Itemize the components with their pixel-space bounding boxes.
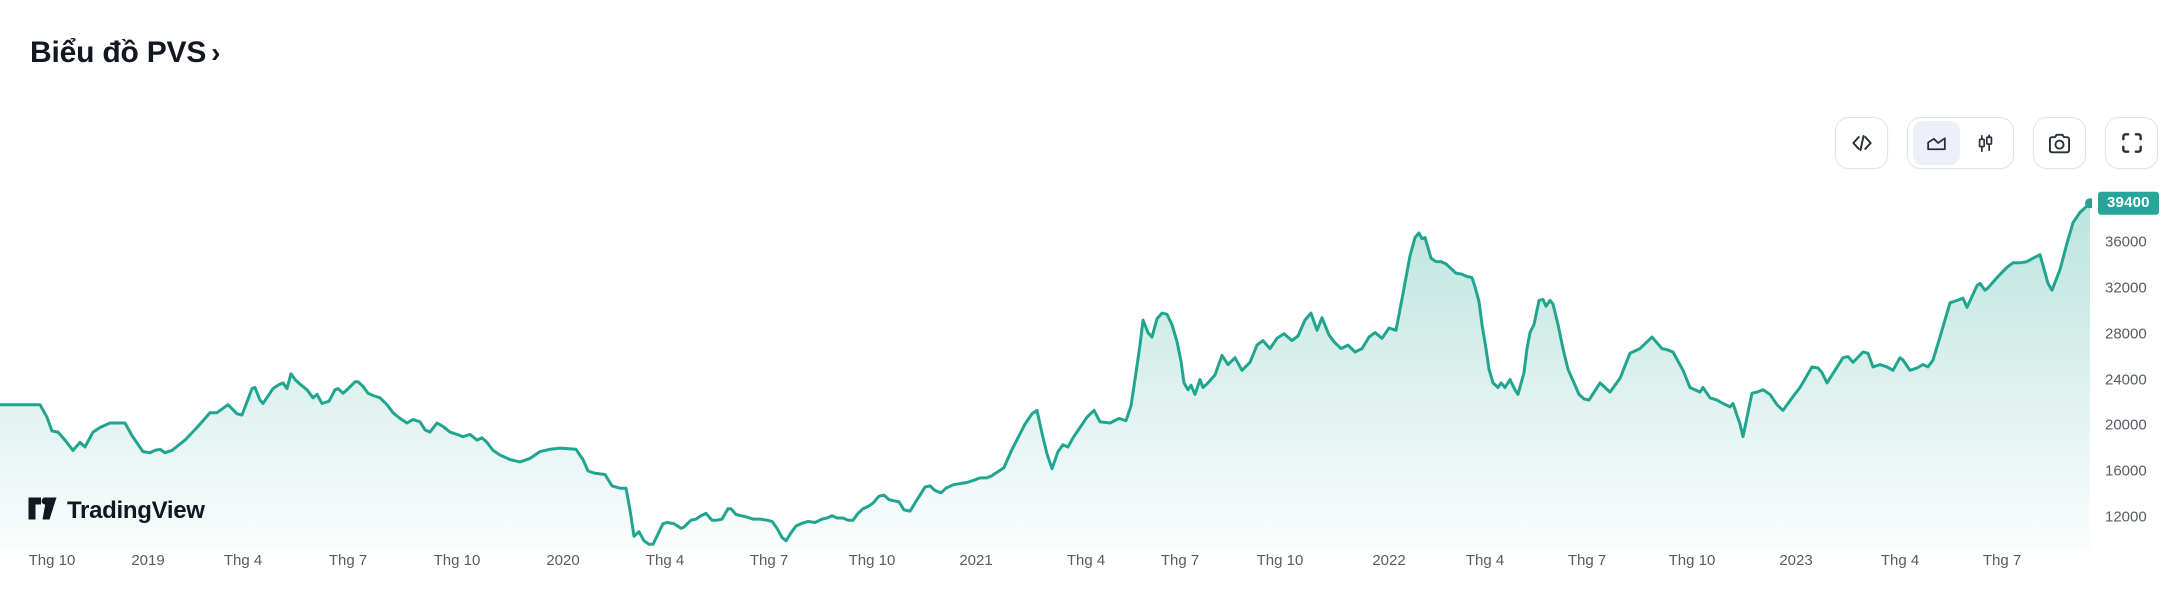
x-axis-label: 2022 — [1372, 552, 1406, 569]
x-axis-label: Thg 7 — [1982, 552, 2022, 569]
camera-icon — [2046, 130, 2073, 157]
candlestick-chart-button[interactable] — [1962, 121, 2009, 165]
x-axis[interactable]: Thg 10 2019 Thg 4 Thg 7 Thg 10 2020 Thg 4 Thg 7… — [0, 548, 2092, 576]
y-axis-label: 36000 — [2105, 233, 2147, 251]
chart-toolbar — [1835, 117, 2158, 169]
x-axis-label: Thg 4 — [1880, 552, 1920, 569]
chart-header: Biểu đồ PVS › — [30, 36, 220, 70]
y-axis-label: 20000 — [2105, 416, 2147, 434]
snapshot-button[interactable] — [2033, 117, 2086, 169]
last-price-dot — [2085, 198, 2092, 209]
x-axis-label: Thg 7 — [749, 552, 789, 569]
tradingview-logo-mark-icon — [27, 496, 58, 526]
code-icon — [1849, 130, 1875, 156]
chart-type-switcher — [1907, 117, 2014, 169]
price-chart-plot[interactable] — [0, 130, 2092, 550]
x-axis-label: Thg 10 — [28, 552, 76, 569]
price-line — [0, 201, 2092, 546]
x-axis-label: Thg 4 — [1465, 552, 1505, 569]
x-axis-label: 2020 — [546, 552, 580, 569]
page-title-text: Biểu đồ PVS — [30, 36, 207, 69]
area-chart-button[interactable] — [1912, 121, 1960, 165]
candlestick-icon — [1973, 131, 1998, 156]
last-price-badge: 39400 — [2098, 191, 2159, 215]
y-axis-label: 12000 — [2105, 508, 2147, 526]
x-axis-label: 2021 — [959, 552, 993, 569]
fullscreen-button[interactable] — [2105, 117, 2158, 169]
x-axis-label: Thg 7 — [1160, 552, 1200, 569]
x-axis-label: Thg 10 — [433, 552, 481, 569]
y-axis-label: 16000 — [2105, 462, 2147, 480]
x-axis-label: Thg 10 — [848, 552, 896, 569]
last-price-value: 39400 — [2107, 193, 2150, 211]
x-axis-label: Thg 4 — [1066, 552, 1106, 569]
x-axis-label: 2019 — [131, 552, 165, 569]
y-axis-label: 24000 — [2105, 371, 2147, 388]
x-axis-label: Thg 4 — [223, 552, 263, 569]
x-axis-label: Thg 10 — [1668, 552, 1716, 569]
tradingview-logo[interactable]: TradingView — [27, 496, 205, 526]
x-axis-label: Thg 7 — [1567, 552, 1607, 569]
y-axis-label: 32000 — [2105, 279, 2147, 297]
y-axis[interactable]: 39400 36000 32000 28000 24000 20000 16000 1200… — [2092, 130, 2172, 550]
fullscreen-icon — [2119, 130, 2145, 156]
x-axis-label: 2023 — [1779, 552, 1813, 569]
x-axis-label: Thg 4 — [645, 552, 685, 569]
y-axis-label: 28000 — [2105, 325, 2147, 343]
page-title[interactable]: Biểu đồ PVS › — [30, 36, 220, 70]
tradingview-logo-text: TradingView — [67, 497, 205, 524]
chevron-right-icon: › — [211, 37, 221, 68]
area-chart-icon — [1924, 131, 1949, 156]
embed-code-button[interactable] — [1835, 117, 1888, 169]
x-axis-label: Thg 10 — [1256, 552, 1304, 569]
area-fill — [0, 203, 2090, 550]
x-axis-label: Thg 7 — [328, 552, 368, 569]
